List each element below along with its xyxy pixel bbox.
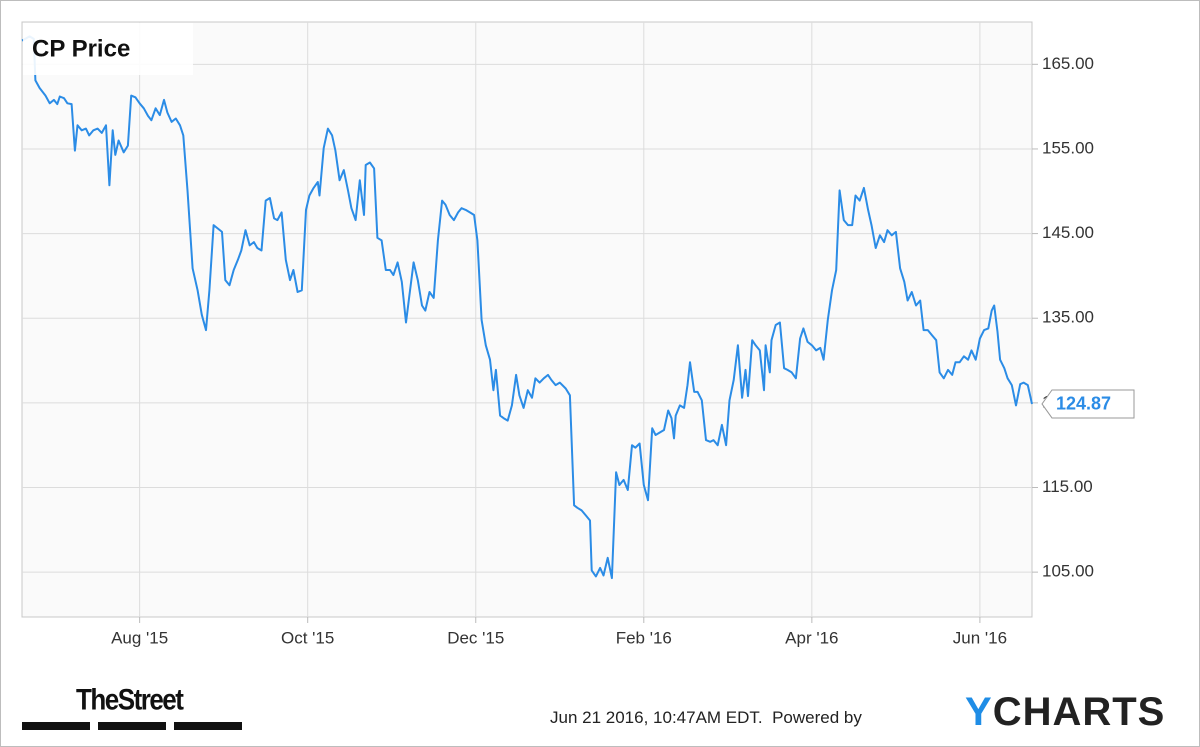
x-tick-label: Apr '16 (785, 628, 838, 647)
y-tick-label: 145.00 (1042, 223, 1094, 242)
y-tick-label: 115.00 (1042, 477, 1093, 496)
chart-title: CP Price (32, 35, 130, 62)
price-line (21, 35, 1033, 580)
source-note: Jun 21 2016, 10:47AM EDT. Powered by (550, 708, 862, 727)
logo-bars (22, 722, 242, 730)
y-tick-label: 135.00 (1042, 308, 1094, 327)
title-box (23, 23, 193, 75)
logo: TheStreet (76, 681, 184, 717)
x-tick-label: Aug '15 (111, 628, 168, 647)
last-value-box (1041, 389, 1135, 419)
labels: 105.00115.00125.00135.00145.00155.00165.… (111, 54, 1135, 647)
x-tick-label: Feb '16 (616, 628, 672, 647)
last-value-label: 124.87 (1056, 394, 1111, 414)
x-tick-label: Jun '16 (953, 628, 1007, 647)
x-tick-label: Dec '15 (447, 628, 504, 647)
lines (21, 35, 1033, 580)
x-tick-label: Oct '15 (281, 628, 334, 647)
plot-area (21, 21, 1033, 618)
brand: YCHARTS (965, 690, 1166, 734)
y-tick-label: 155.00 (1042, 138, 1094, 157)
y-tick-label: 105.00 (1042, 562, 1094, 581)
y-tick-label: 165.00 (1042, 54, 1094, 73)
